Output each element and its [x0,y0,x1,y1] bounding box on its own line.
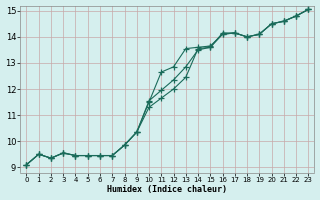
X-axis label: Humidex (Indice chaleur): Humidex (Indice chaleur) [108,185,228,194]
